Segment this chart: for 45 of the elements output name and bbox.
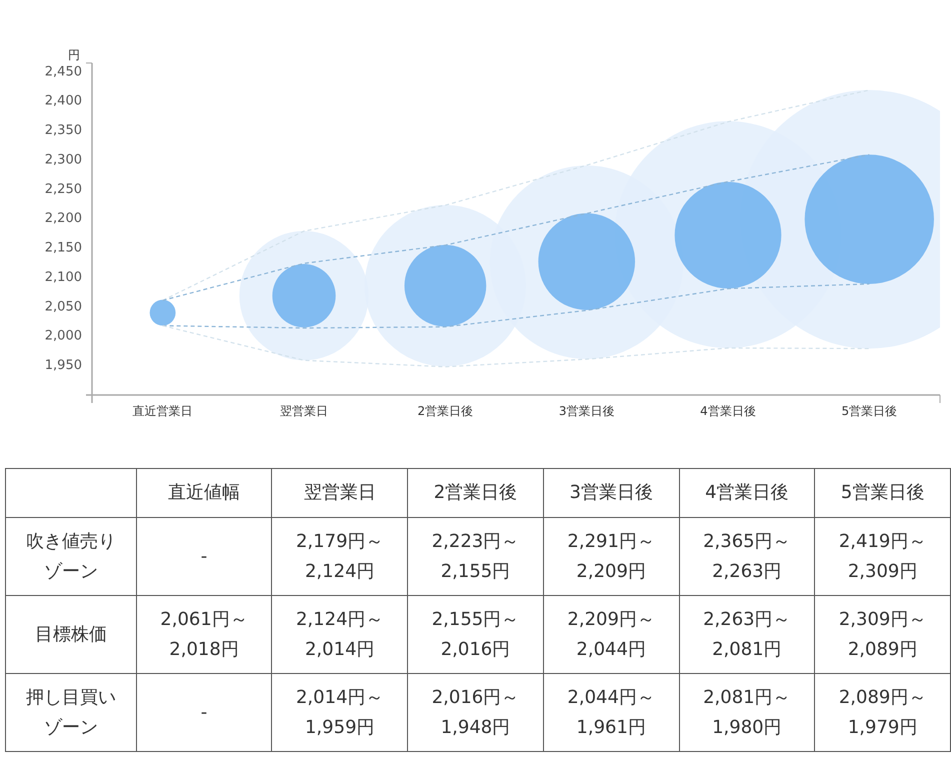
text: 2,419円～ 2,309円 (838, 530, 926, 582)
text: 2,223円～ 2,155円 (432, 530, 520, 582)
x-tick-label: 2営業日後 (418, 404, 474, 418)
text: 2,291円～ 2,209円 (567, 530, 655, 582)
y-tick-label: 2,350 (44, 123, 82, 138)
y-tick-label: 2,250 (44, 182, 82, 197)
x-tick-label: 直近値幅 (136, 468, 272, 518)
x-tick-label: 4営業日後 (679, 468, 815, 518)
y-tick-label: 2,400 (44, 94, 82, 109)
text: 2,309円～ 2,089円 (838, 608, 926, 660)
x-tick-label: 3営業日後 (543, 468, 680, 518)
text: 2,124円～ 2,014円 (296, 608, 384, 660)
text: 2,209円～ 2,044円 (567, 608, 655, 660)
y-tick-label: 押し目買いゾーン (6, 674, 136, 752)
y-tick-label: 1,950 (44, 358, 82, 374)
y-tick-label: 2,300 (44, 152, 82, 168)
y-tick-label: 2,000 (44, 328, 82, 344)
y-tick-label: 吹き値売りゾーン (6, 518, 136, 596)
x-tick-label: 5営業日後 (814, 468, 950, 518)
text: 2,081円～ 1,980円 (703, 686, 791, 738)
x-tick-label: 5営業日後 (842, 404, 898, 418)
text: - (200, 546, 208, 566)
x-tick-label: 4営業日後 (700, 404, 756, 418)
text: 2,179円～ 2,124円 (296, 530, 384, 582)
y-tick-label: 目標株価 (6, 596, 136, 674)
x-tick-label: 2営業日後 (408, 468, 544, 518)
y-tick-label: 2,100 (44, 270, 82, 285)
y-tick-label: 2,450 (44, 64, 82, 80)
x-tick-label: 翌営業日 (280, 404, 328, 418)
text: 2,016円～ 1,948円 (432, 686, 520, 738)
text: 2,365円～ 2,263円 (703, 530, 791, 582)
y-tick-label: 2,050 (44, 299, 82, 314)
y-tick-label: 2,200 (44, 211, 82, 226)
text: - (200, 702, 208, 722)
text: 2,155円～ 2,016円 (432, 608, 520, 660)
text: 2,044円～ 1,961円 (567, 686, 655, 738)
text: 2,014円～ 1,959円 (296, 686, 384, 738)
text: 2,263円～ 2,081円 (703, 608, 791, 660)
y-tick-label: 2,150 (44, 240, 82, 256)
x-tick-label: 直近営業日 (132, 404, 193, 418)
x-tick-label: 3営業日後 (558, 404, 614, 418)
text: 2,061円～ 2,018円 (160, 608, 248, 660)
y-axis-title: 円 (68, 48, 80, 62)
text: 2,089円～ 1,979円 (838, 686, 926, 738)
x-tick-label: 翌営業日 (272, 468, 408, 518)
